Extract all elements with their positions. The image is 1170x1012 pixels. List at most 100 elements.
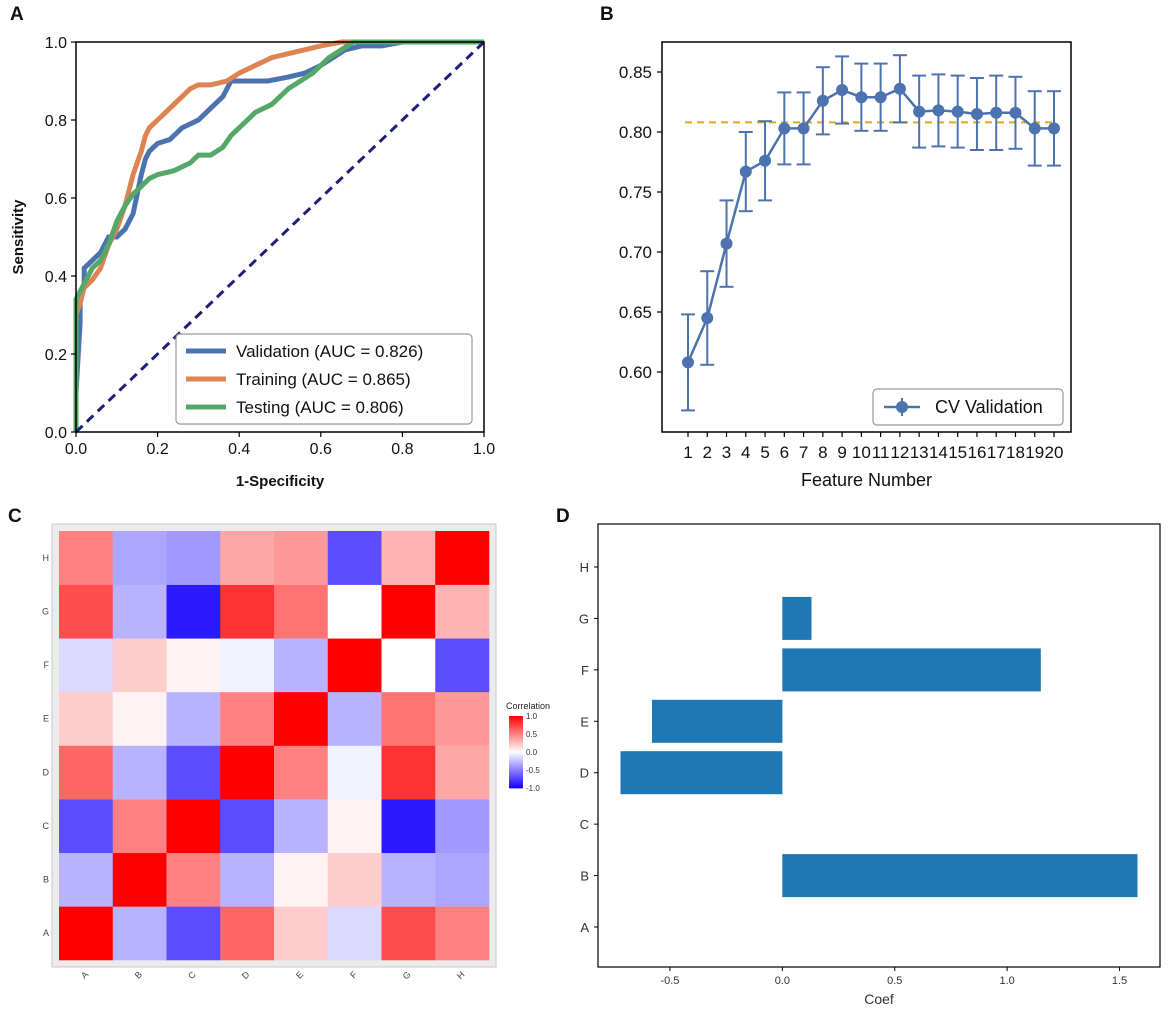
heatmap-x-label: H xyxy=(455,969,467,981)
cv-x-tick-label: 2 xyxy=(703,443,712,462)
roc-x-tick-label: 0.6 xyxy=(310,441,332,458)
colorbar-segment xyxy=(509,750,523,753)
colorbar-segment xyxy=(509,735,523,738)
heatmap-cell xyxy=(166,584,221,639)
colorbar-segment xyxy=(509,773,523,776)
coef-x-axis-label: Coef xyxy=(864,991,894,1007)
colorbar-segment xyxy=(509,748,523,751)
heatmap-cell xyxy=(220,906,275,961)
heatmap-cell xyxy=(381,691,436,746)
heatmap-cell xyxy=(220,799,275,854)
colorbar-segment xyxy=(509,761,523,764)
cv-x-tick-label: 20 xyxy=(1045,443,1064,462)
colorbar-segment xyxy=(509,779,523,782)
heatmap-cell xyxy=(274,691,329,746)
heatmap-cell xyxy=(435,745,490,800)
cv-data-point xyxy=(1028,122,1041,135)
colorbar-segment xyxy=(509,716,523,719)
cv-data-point xyxy=(836,84,849,96)
cv-data-point xyxy=(778,122,791,135)
colorbar-tick-label: 0.5 xyxy=(526,730,538,739)
heatmap-cell xyxy=(274,531,329,585)
heatmap-cell xyxy=(274,852,329,907)
cv-data-point xyxy=(759,154,772,167)
colorbar-segment xyxy=(509,770,523,773)
heatmap-cell xyxy=(59,584,114,639)
cv-legend-label: CV Validation xyxy=(935,397,1043,417)
colorbar-segment xyxy=(509,753,523,756)
heatmap-cell xyxy=(435,691,490,746)
heatmap-cell xyxy=(166,691,221,746)
heatmap-y-label: H xyxy=(43,553,50,563)
heatmap-y-label: E xyxy=(43,714,49,724)
colorbar-segment xyxy=(509,782,523,785)
heatmap-cell xyxy=(166,638,221,693)
cv-y-tick-label: 0.85 xyxy=(619,63,652,82)
heatmap-cell xyxy=(274,584,329,639)
cv-x-tick-label: 10 xyxy=(852,443,871,462)
colorbar-segment xyxy=(509,737,523,740)
coef-y-tick-label: C xyxy=(580,817,589,832)
heatmap-cell xyxy=(59,852,114,907)
cv-data-point xyxy=(874,91,887,104)
heatmap-x-label: C xyxy=(186,969,198,981)
cv-data-point xyxy=(913,105,926,118)
heatmap-y-label: A xyxy=(43,928,49,938)
heatmap-x-label: G xyxy=(401,969,413,981)
heatmap-cell xyxy=(327,691,382,746)
coef-bar xyxy=(652,699,783,743)
heatmap-cell xyxy=(327,906,382,961)
heatmap-cell xyxy=(327,852,382,907)
coef-bar xyxy=(782,648,1041,692)
roc-y-axis-label: Sensitivity xyxy=(10,199,27,275)
coef-bar-chart: A B C D E F G H -0.5 0.0 0.5 1.0 1.5 Coef xyxy=(579,523,1161,1007)
heatmap-cell xyxy=(274,906,329,961)
colorbar-segment xyxy=(509,728,523,731)
cv-x-tick-label: 3 xyxy=(722,443,731,462)
roc-y-tick-label: 1.0 xyxy=(45,35,67,52)
cv-data-point xyxy=(1009,106,1022,119)
colorbar-segment xyxy=(509,762,523,765)
cv-x-tick-label: 13 xyxy=(910,443,929,462)
heatmap-cell xyxy=(166,799,221,854)
heatmap-cell xyxy=(327,531,382,585)
colorbar-segment xyxy=(509,766,523,769)
roc-x-tick-label: 0.2 xyxy=(146,441,168,458)
roc-x-tick-label: 1.0 xyxy=(473,441,495,458)
cv-data-point xyxy=(816,94,829,107)
cv-data-point xyxy=(797,122,810,135)
cv-x-tick-label: 8 xyxy=(818,443,827,462)
heatmap-cell xyxy=(274,799,329,854)
roc-legend-label: Testing (AUC = 0.806) xyxy=(236,398,404,417)
colorbar-segment xyxy=(509,784,523,787)
heatmap-cell xyxy=(166,852,221,907)
colorbar-segment xyxy=(509,757,523,760)
panel-label-a: A xyxy=(10,4,24,25)
cv-x-tick-label: 15 xyxy=(948,443,967,462)
cv-data-point xyxy=(990,106,1003,119)
coef-y-tick-label: G xyxy=(579,611,589,626)
roc-x-tick-label: 0.4 xyxy=(228,441,250,458)
colorbar-tick-label: 0.0 xyxy=(526,748,538,757)
heatmap-x-label: F xyxy=(348,969,359,980)
heatmap-cell xyxy=(220,745,275,800)
coef-x-tick-label: 1.0 xyxy=(999,975,1014,987)
cv-data-point xyxy=(701,312,714,324)
coef-x-tick-label: -0.5 xyxy=(660,975,679,987)
colorbar-segment xyxy=(509,732,523,735)
cv-x-tick-label: 17 xyxy=(987,443,1006,462)
heatmap-cell xyxy=(327,584,382,639)
cv-data-point xyxy=(932,104,945,117)
coef-y-tick-label: A xyxy=(580,920,589,935)
heatmap-cell xyxy=(381,799,436,854)
roc-chart: 0.0 0.2 0.4 0.6 0.8 1.0 0.0 0.2 0.4 0.6 0.8 1.0 1-Sp… xyxy=(10,35,495,490)
roc-legend-label: Validation (AUC = 0.826) xyxy=(236,342,423,361)
colorbar-segment xyxy=(509,723,523,726)
heatmap-cell xyxy=(274,745,329,800)
cv-x-tick-label: 11 xyxy=(872,443,890,462)
cv-x-tick-label: 9 xyxy=(837,443,846,462)
heatmap-cell xyxy=(59,531,114,585)
colorbar-tick-label: 1.0 xyxy=(526,712,538,721)
heatmap-cell xyxy=(435,799,490,854)
heatmap-x-label: E xyxy=(294,969,305,980)
